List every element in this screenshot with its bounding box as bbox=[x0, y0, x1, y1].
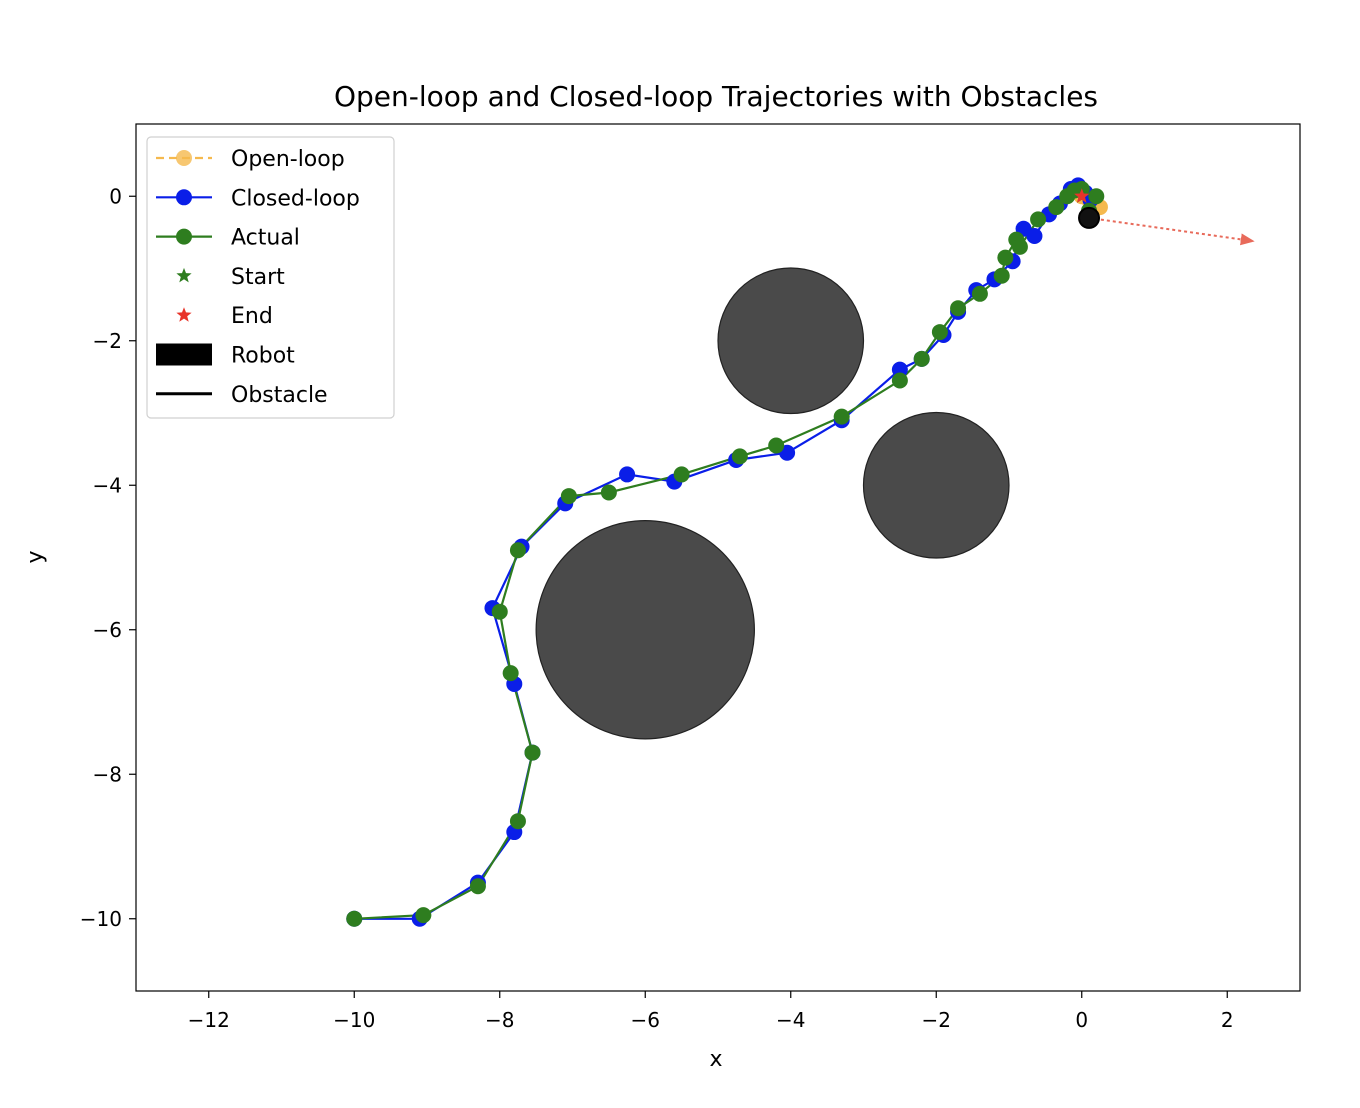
legend: Open-loop Closed-loop Actual Start End Robot O… bbox=[146, 136, 395, 419]
legend-label-actual: Actual bbox=[231, 226, 300, 251]
legend-marker-open-loop bbox=[176, 150, 192, 166]
robot-marker bbox=[1078, 206, 1101, 229]
obstacle-2 bbox=[862, 411, 1010, 559]
actual-point bbox=[913, 350, 930, 367]
obstacle-1 bbox=[717, 267, 865, 415]
legend-marker-actual bbox=[176, 228, 192, 245]
y-tick-label: −10 bbox=[80, 907, 122, 931]
legend-label-open-loop: Open-loop bbox=[231, 147, 345, 172]
actual-point bbox=[833, 408, 850, 425]
plot-frame bbox=[135, 123, 1301, 992]
actual-point bbox=[971, 285, 988, 302]
legend-label-closed-loop: Closed-loop bbox=[231, 186, 360, 211]
x-tick-label: 0 bbox=[1075, 1008, 1088, 1032]
x-axis-ticks: −12 −10 −8 −6 −4 −2 0 2 bbox=[188, 991, 1234, 1032]
closed-loop-point bbox=[1026, 227, 1043, 244]
legend-label-end: End bbox=[231, 304, 273, 329]
x-tick-label: −2 bbox=[922, 1008, 951, 1032]
x-tick-label: −8 bbox=[485, 1008, 514, 1032]
actual-point bbox=[502, 665, 519, 682]
obstacle-3 bbox=[535, 520, 755, 740]
legend-marker-start bbox=[176, 267, 192, 283]
actual-point bbox=[731, 448, 748, 465]
legend-label-robot: Robot bbox=[231, 344, 295, 369]
actual-point bbox=[1011, 238, 1028, 255]
actual-point bbox=[768, 437, 785, 454]
end-marker bbox=[1074, 188, 1090, 203]
actual-point bbox=[993, 267, 1010, 284]
actual-point bbox=[560, 488, 577, 505]
y-tick-label: 0 bbox=[109, 184, 122, 208]
overlays bbox=[1074, 188, 1255, 246]
legend-marker-closed-loop bbox=[176, 189, 192, 206]
actual-point bbox=[1088, 188, 1105, 205]
actual-point bbox=[509, 813, 526, 830]
actual-point bbox=[346, 910, 363, 927]
actual-point bbox=[1030, 211, 1047, 228]
actual-point bbox=[997, 249, 1014, 266]
y-tick-label: −8 bbox=[93, 762, 122, 786]
legend-label-start: Start bbox=[231, 265, 285, 290]
actual-point bbox=[491, 603, 508, 620]
y-tick-label: −4 bbox=[93, 473, 122, 497]
actual-point bbox=[1048, 199, 1065, 216]
y-tick-label: −2 bbox=[93, 329, 122, 353]
closed-loop-point bbox=[619, 466, 636, 483]
y-axis-ticks: 0 −2 −4 −6 −8 −10 bbox=[80, 184, 136, 931]
actual-point bbox=[673, 466, 690, 483]
actual-point bbox=[600, 484, 617, 501]
legend-label-obstacle: Obstacle bbox=[231, 383, 328, 408]
legend-marker-end bbox=[176, 307, 192, 322]
actual-point bbox=[891, 372, 908, 389]
x-tick-label: −4 bbox=[776, 1008, 805, 1032]
actual-point bbox=[509, 542, 526, 559]
actual-point bbox=[931, 324, 948, 341]
x-tick-label: 2 bbox=[1221, 1008, 1234, 1032]
x-axis-label: x bbox=[709, 1047, 722, 1072]
chart-title: Open-loop and Closed-loop Trajectories w… bbox=[334, 80, 1098, 113]
actual-point bbox=[415, 907, 432, 924]
actual-point bbox=[524, 744, 541, 761]
x-tick-label: −6 bbox=[631, 1008, 660, 1032]
actual-point bbox=[950, 300, 967, 317]
actual-point bbox=[469, 878, 486, 895]
x-tick-label: −10 bbox=[333, 1008, 375, 1032]
obstacles bbox=[535, 267, 1010, 740]
y-axis-label: y bbox=[23, 550, 48, 563]
x-tick-label: −12 bbox=[188, 1008, 230, 1032]
y-tick-label: −6 bbox=[93, 618, 122, 642]
legend-handle-robot bbox=[156, 343, 212, 366]
